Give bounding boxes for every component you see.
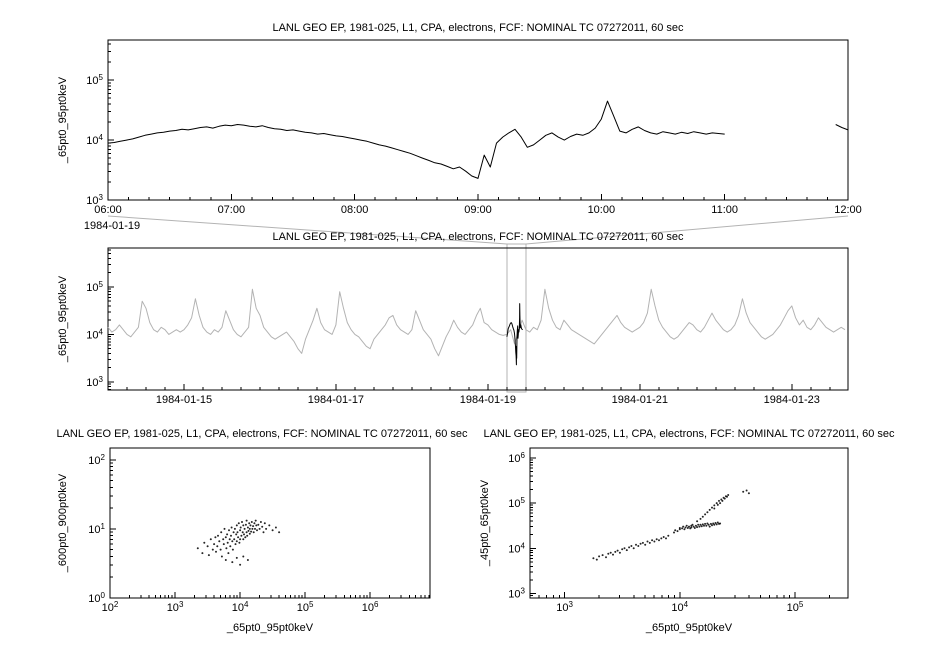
x-tick-label: 1984-01-19 (460, 394, 516, 406)
context-date-label: 1984-01-19 (84, 220, 140, 232)
y-axis-label: _65pt0_95pt0keV (57, 275, 69, 363)
series-context-flux-gray (107, 288, 846, 357)
panel-scatter-right: LANL GEO EP, 1981-025, L1, CPA, electron… (479, 428, 895, 634)
plot-area-scatter-left[interactable] (109, 447, 431, 599)
plot-area-scatter-right[interactable] (529, 447, 849, 599)
plot-title: LANL GEO EP, 1981-025, L1, CPA, electron… (56, 428, 468, 440)
x-tick-label: 11:00 (711, 204, 738, 216)
x-tick-label: 08:00 (341, 204, 369, 216)
y-tick-label: 101 (88, 522, 105, 536)
plot-area-zoom[interactable] (107, 39, 849, 201)
x-tick-label: 1984-01-17 (308, 394, 364, 406)
x-axis-label: _65pt0_95pt0keV (645, 622, 733, 634)
y-tick-label: 106 (508, 451, 525, 465)
y-tick-label: 102 (88, 453, 105, 467)
series-highlight-flux-black (506, 303, 524, 366)
y-tick-label: 105 (86, 73, 103, 87)
x-tick-label: 12:00 (834, 204, 862, 216)
x-tick-label: 102 (102, 600, 119, 614)
x-tick-label: 10:00 (588, 204, 616, 216)
connector-line-right (525, 215, 849, 245)
y-tick-label: 105 (508, 496, 525, 510)
plot-title: LANL GEO EP, 1981-025, L1, CPA, electron… (272, 231, 684, 243)
x-tick-label: 104 (232, 600, 249, 614)
plot-area-context[interactable] (107, 247, 849, 391)
x-tick-label: 1984-01-23 (764, 394, 820, 406)
x-tick-label: 105 (787, 600, 804, 614)
x-tick-label: 104 (671, 600, 688, 614)
panel-scatter-left: LANL GEO EP, 1981-025, L1, CPA, electron… (56, 428, 468, 634)
panel-context: LANL GEO EP, 1981-025, L1, CPA, electron… (57, 231, 849, 406)
y-tick-label: 103 (86, 375, 103, 389)
series-flux-45-65keV-vs-65-95keV (592, 489, 750, 561)
zoom-connector[interactable] (107, 215, 849, 393)
y-tick-label: 105 (86, 280, 103, 294)
y-axis-label: _45pt0_65pt0keV (479, 479, 491, 567)
series-flux-65-95keV-edge-fragment (835, 124, 849, 131)
x-axis-label: _65pt0_95pt0keV (226, 622, 314, 634)
y-tick-label: 104 (86, 133, 103, 147)
time-range-selection-box[interactable] (506, 243, 527, 393)
y-tick-label: 104 (86, 327, 103, 341)
x-tick-label: 09:00 (464, 204, 492, 216)
x-tick-label: 06:00 (94, 204, 122, 216)
y-tick-label: 104 (508, 541, 525, 555)
y-tick-label: 103 (508, 586, 525, 600)
plot-title: LANL GEO EP, 1981-025, L1, CPA, electron… (483, 428, 895, 440)
x-tick-label: 105 (297, 600, 314, 614)
x-tick-label: 106 (362, 600, 379, 614)
x-tick-label: 07:00 (218, 204, 246, 216)
connector-line-left (107, 215, 507, 245)
panel-zoom: LANL GEO EP, 1981-025, L1, CPA, electron… (57, 22, 862, 232)
plot-title: LANL GEO EP, 1981-025, L1, CPA, electron… (272, 22, 684, 34)
y-axis-label: _600pt0_900pt0keV (57, 473, 69, 573)
x-tick-label: 103 (167, 600, 184, 614)
x-tick-label: 1984-01-15 (156, 394, 212, 406)
x-tick-label: 103 (556, 600, 573, 614)
x-tick-label: 1984-01-21 (612, 394, 668, 406)
series-flux-65-95keV (107, 100, 725, 179)
series-flux-600-900keV-vs-65-95keV (196, 519, 281, 566)
y-axis-label: _65pt0_95pt0keV (57, 76, 69, 164)
